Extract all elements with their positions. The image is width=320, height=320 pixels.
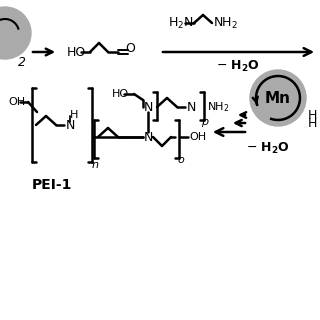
Text: n: n <box>92 160 99 170</box>
Text: p: p <box>201 117 209 127</box>
Text: o: o <box>178 155 184 165</box>
Text: HO: HO <box>67 45 86 59</box>
Text: N: N <box>143 131 153 143</box>
Text: N: N <box>65 118 75 132</box>
Text: H: H <box>70 110 78 120</box>
Text: $-$ $\mathbf{H_2O}$: $-$ $\mathbf{H_2O}$ <box>246 140 290 156</box>
Text: HO: HO <box>112 89 129 99</box>
Circle shape <box>0 7 31 59</box>
Text: O: O <box>125 42 135 54</box>
Text: NH$_2$: NH$_2$ <box>207 100 229 114</box>
Text: OH: OH <box>8 97 25 107</box>
Text: Mn: Mn <box>265 91 291 106</box>
Text: N: N <box>143 100 153 114</box>
Text: PEI-1: PEI-1 <box>32 178 72 192</box>
Text: NH$_2$: NH$_2$ <box>213 15 238 30</box>
Text: $-$ $\mathbf{H_2O}$: $-$ $\mathbf{H_2O}$ <box>216 59 260 74</box>
Text: H: H <box>308 116 317 130</box>
Text: N: N <box>186 100 196 114</box>
Circle shape <box>250 70 306 126</box>
Text: H$_2$N: H$_2$N <box>168 15 194 30</box>
Text: 2: 2 <box>18 55 26 68</box>
Text: H: H <box>308 108 317 122</box>
Text: OH: OH <box>189 132 206 142</box>
